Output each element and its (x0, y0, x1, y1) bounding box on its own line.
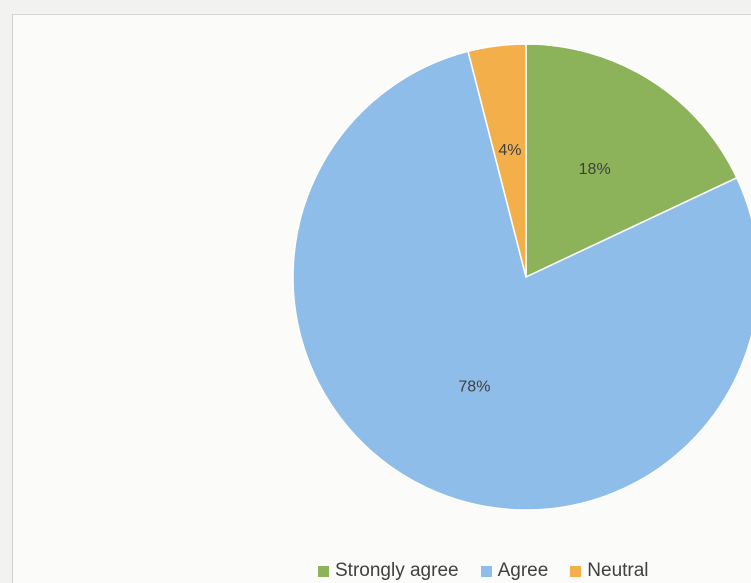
pie-slice-neutral (467, 43, 527, 278)
data-label-neutral: 4% (498, 142, 521, 159)
legend-swatch-strongly-agree (318, 565, 329, 577)
legend-entry-strongly-agree: Strongly agree (318, 560, 459, 582)
data-label-agree: 78% (458, 379, 490, 396)
pie-slice-agree (292, 50, 751, 511)
legend-label-strongly-agree: Strongly agree (335, 560, 459, 581)
chart-area: 18% 78% 4% Strongly agree Agree Neutral (12, 14, 751, 583)
pie-slice-strongly-agree (525, 43, 738, 279)
legend-entry-neutral: Neutral (570, 560, 649, 582)
legend-label-agree: Agree (497, 560, 549, 581)
pie-chart: 18% 78% 4% (292, 43, 751, 511)
legend-entry-agree: Agree (480, 560, 549, 582)
legend-swatch-neutral (570, 565, 582, 577)
legend-swatch-agree (480, 565, 492, 577)
legend-label-neutral: Neutral (587, 560, 649, 581)
legend: Strongly agree Agree Neutral (318, 560, 649, 582)
data-label-strongly-agree: 18% (579, 161, 611, 178)
